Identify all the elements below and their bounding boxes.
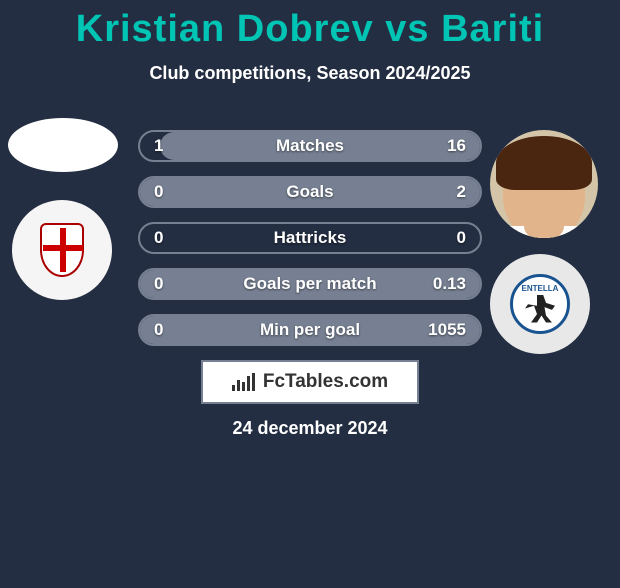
player2-avatar (490, 130, 598, 238)
stat-label: Matches (140, 136, 480, 156)
stat-right-value: 0 (457, 228, 466, 248)
stat-right-value: 0.13 (433, 274, 466, 294)
stat-row: 0 Goals per match 0.13 (138, 268, 482, 300)
stat-row: 0 Hattricks 0 (138, 222, 482, 254)
stats-table: 1 Matches 16 0 Goals 2 0 Hattricks 0 0 G… (138, 130, 482, 360)
stat-label: Hattricks (140, 228, 480, 248)
brand-badge: FcTables.com (201, 360, 419, 404)
left-column (8, 114, 118, 316)
team1-logo (12, 200, 112, 300)
chart-icon (232, 373, 255, 391)
stat-row: 1 Matches 16 (138, 130, 482, 162)
stat-label: Goals (140, 182, 480, 202)
stat-right-value: 1055 (428, 320, 466, 340)
player1-avatar (8, 118, 118, 172)
stat-row: 0 Goals 2 (138, 176, 482, 208)
right-column (490, 130, 598, 370)
team2-logo (490, 254, 590, 354)
shield-icon (40, 223, 84, 277)
entella-icon (510, 274, 570, 334)
brand-text: FcTables.com (263, 371, 388, 393)
stat-row: 0 Min per goal 1055 (138, 314, 482, 346)
stat-right-value: 2 (457, 182, 466, 202)
stat-right-value: 16 (447, 136, 466, 156)
page-title: Kristian Dobrev vs Bariti (0, 8, 620, 51)
subtitle: Club competitions, Season 2024/2025 (0, 63, 620, 84)
stat-label: Goals per match (140, 274, 480, 294)
date-text: 24 december 2024 (0, 418, 620, 439)
